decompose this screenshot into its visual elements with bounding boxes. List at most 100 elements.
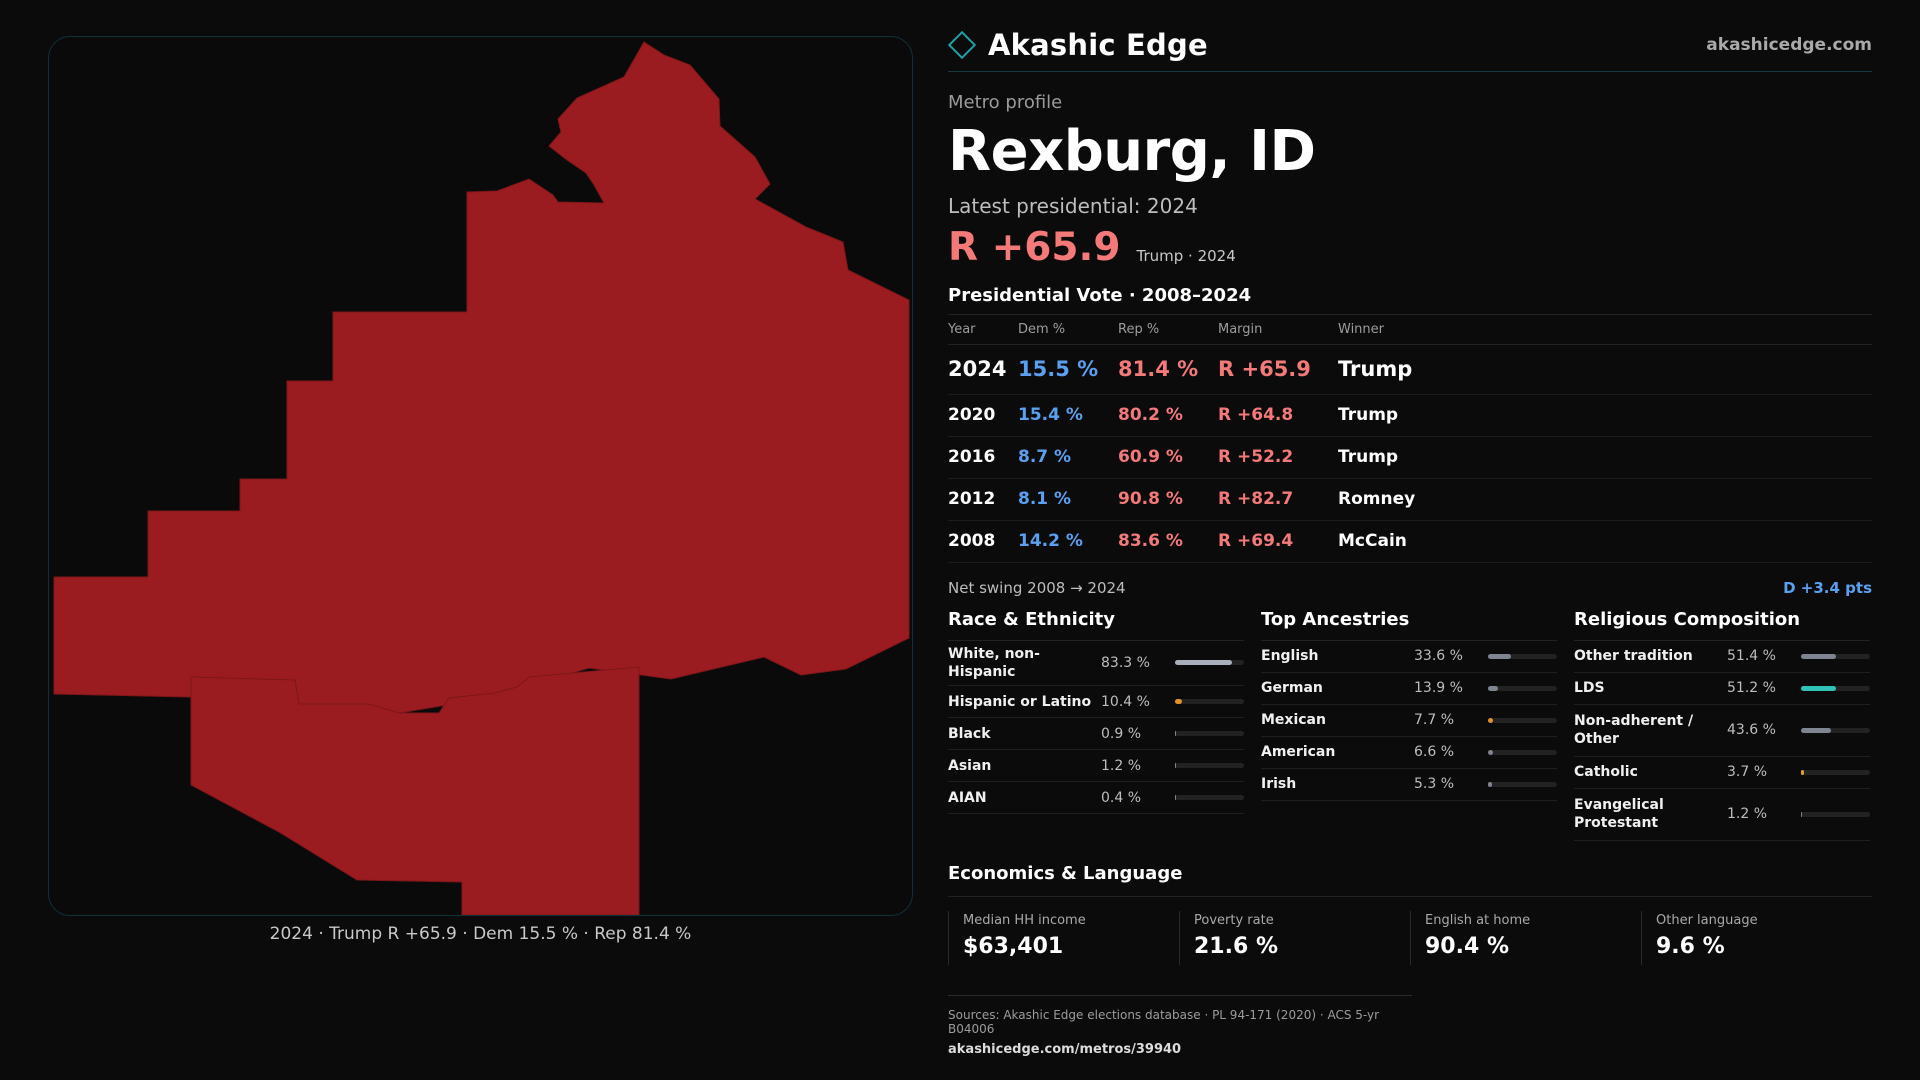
demo-bar-track xyxy=(1801,653,1870,659)
cell-margin: R +69.4 xyxy=(1218,520,1338,563)
demo-pct: 1.2 % xyxy=(1101,757,1142,774)
demo-bar-track xyxy=(1488,685,1557,691)
demo-pct: 0.9 % xyxy=(1101,725,1142,742)
cell-rep: 60.9 % xyxy=(1118,436,1218,479)
econ-label: Median HH income xyxy=(963,912,1086,928)
sources-footer: Sources: Akashic Edge elections database… xyxy=(948,995,1412,1057)
demo-label: Hispanic or Latino xyxy=(948,693,1092,710)
demo-bar-fill xyxy=(1175,699,1183,705)
sources-url-link[interactable]: akashicedge.com/metros/39940 xyxy=(948,1042,1182,1057)
econ-stat: Other language 9.6 % xyxy=(1641,910,1872,965)
header-rep: Rep % xyxy=(1118,313,1218,345)
ancestries-title: Top Ancestries xyxy=(1261,609,1557,641)
metro-map[interactable] xyxy=(49,37,913,916)
demo-bar-fill xyxy=(1488,749,1493,755)
demo-bar-fill xyxy=(1801,685,1837,691)
demo-label: Asian xyxy=(948,757,992,774)
table-row[interactable]: 2020 15.4 % 80.2 % R +64.8 Trump xyxy=(948,394,1872,437)
demo-label: German xyxy=(1261,680,1323,697)
table-row[interactable]: 2008 14.2 % 83.6 % R +69.4 McCain xyxy=(948,520,1872,563)
list-item: AIAN 0.4 % xyxy=(948,782,1244,815)
list-item: Black 0.9 % xyxy=(948,718,1244,751)
demo-pct: 83.3 % xyxy=(1101,654,1150,671)
headline-margin: R +65.9 xyxy=(948,224,1121,270)
list-item: Evangelical Protestant 1.2 % xyxy=(1574,789,1870,841)
sources-text: Sources: Akashic Edge elections database… xyxy=(948,1008,1380,1036)
econ-stat: Median HH income $63,401 xyxy=(948,910,1179,965)
economics-grid: Median HH income $63,401 Poverty rate 21… xyxy=(948,910,1872,965)
list-item: Non-adherent / Other 43.6 % xyxy=(1574,705,1870,757)
demo-bar-fill xyxy=(1801,769,1804,775)
demo-bar-track xyxy=(1488,717,1557,723)
demo-bar-fill xyxy=(1175,763,1177,769)
demo-bar-fill xyxy=(1488,685,1498,691)
demo-bar-track xyxy=(1488,749,1557,755)
brand-url-link[interactable]: akashicedge.com xyxy=(1706,34,1872,55)
cell-year: 2008 xyxy=(948,520,1018,563)
list-item: LDS 51.2 % xyxy=(1574,673,1870,705)
cell-margin: R +64.8 xyxy=(1218,394,1338,437)
cell-margin: R +65.9 xyxy=(1218,344,1338,395)
cell-rep: 90.8 % xyxy=(1118,478,1218,521)
cell-dem: 8.7 % xyxy=(1018,436,1118,479)
profile-column: Akashic Edge akashicedge.com Metro profi… xyxy=(947,27,1872,965)
cell-year: 2016 xyxy=(948,436,1018,479)
demo-bar-track xyxy=(1175,660,1244,666)
demo-pct: 7.7 % xyxy=(1414,712,1455,729)
demo-bar-track xyxy=(1175,699,1244,705)
cell-winner: Trump xyxy=(1338,436,1872,479)
demo-label: Non-adherent / Other xyxy=(1574,713,1694,748)
headline-subtitle: Trump · 2024 xyxy=(1136,246,1236,265)
demo-bar-track xyxy=(1175,763,1244,769)
demo-pct: 43.6 % xyxy=(1727,722,1776,739)
cell-year: 2020 xyxy=(948,394,1018,437)
demo-bar-track xyxy=(1801,769,1870,775)
demo-pct: 33.6 % xyxy=(1414,648,1463,665)
table-row[interactable]: 2016 8.7 % 60.9 % R +52.2 Trump xyxy=(948,436,1872,479)
county-shape-main[interactable] xyxy=(53,41,910,714)
demo-label: LDS xyxy=(1574,680,1605,697)
brand[interactable]: Akashic Edge xyxy=(947,27,1208,62)
demo-label: American xyxy=(1261,744,1336,761)
list-item: Catholic 3.7 % xyxy=(1574,757,1870,789)
demo-pct: 51.2 % xyxy=(1727,680,1776,697)
table-row[interactable]: 2012 8.1 % 90.8 % R +82.7 Romney xyxy=(948,478,1872,521)
demo-bar-fill xyxy=(1801,727,1832,733)
metro-map-panel[interactable] xyxy=(48,36,913,916)
demo-label: White, non-Hispanic xyxy=(948,645,1040,680)
presidential-vote-table: Year Dem % Rep % Margin Winner 2024 15.5… xyxy=(948,313,1872,563)
cell-rep: 83.6 % xyxy=(1118,520,1218,563)
votes-section-title: Presidential Vote · 2008–2024 xyxy=(948,284,1252,306)
page-title: Rexburg, ID xyxy=(948,119,1316,184)
religion-panel: Religious Composition Other tradition 51… xyxy=(1574,609,1870,841)
county-shape-south[interactable] xyxy=(190,666,640,915)
table-header-row: Year Dem % Rep % Margin Winner xyxy=(948,313,1872,345)
cell-year: 2024 xyxy=(948,344,1018,395)
demo-bar-fill xyxy=(1488,781,1492,787)
list-item: Other tradition 51.4 % xyxy=(1574,641,1870,673)
demo-label: Evangelical Protestant xyxy=(1574,797,1664,832)
demo-bar-track xyxy=(1488,653,1557,659)
list-item: German 13.9 % xyxy=(1261,673,1557,705)
header-winner: Winner xyxy=(1338,313,1872,345)
net-swing-value: D +3.4 pts xyxy=(1783,578,1872,597)
latest-presidential-label: Latest presidential: 2024 xyxy=(948,193,1198,218)
demo-pct: 13.9 % xyxy=(1414,680,1463,697)
brand-name: Akashic Edge xyxy=(988,27,1208,62)
religion-title: Religious Composition xyxy=(1574,609,1870,641)
econ-stat: Poverty rate 21.6 % xyxy=(1179,910,1410,965)
demo-label: Irish xyxy=(1261,776,1297,793)
demo-bar-track xyxy=(1801,727,1870,733)
demo-bar-track xyxy=(1801,811,1870,817)
diamond-logo-icon xyxy=(947,30,977,59)
demo-bar-fill xyxy=(1801,811,1803,817)
demo-bar-track xyxy=(1801,685,1870,691)
demo-bar-track xyxy=(1175,795,1244,801)
demo-pct: 10.4 % xyxy=(1101,693,1150,710)
race-ethnicity-title: Race & Ethnicity xyxy=(948,609,1244,641)
cell-winner: Romney xyxy=(1338,478,1872,521)
demo-label: Mexican xyxy=(1261,712,1326,729)
demo-bar-track xyxy=(1175,731,1244,737)
table-row[interactable]: 2024 15.5 % 81.4 % R +65.9 Trump xyxy=(948,344,1872,395)
demo-pct: 6.6 % xyxy=(1414,744,1455,761)
